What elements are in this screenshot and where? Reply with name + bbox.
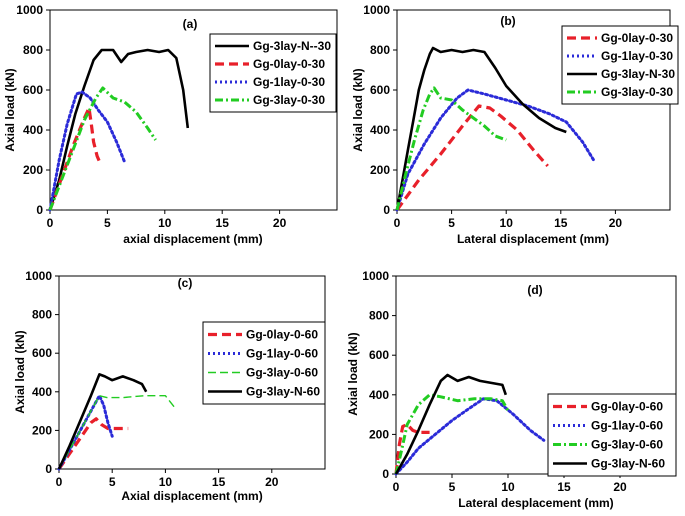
- series-line-4: [57, 373, 148, 470]
- y-tick-label: 200: [23, 163, 43, 177]
- y-tick-label: 1000: [25, 269, 52, 283]
- y-axis-label: Axial load (kN): [351, 68, 365, 151]
- y-tick-label: 200: [32, 423, 52, 437]
- series-line-2: [48, 106, 102, 211]
- x-tick-label: 10: [158, 216, 172, 230]
- y-tick-label: 800: [23, 43, 43, 57]
- y-axis-label: Axial load (kN): [346, 332, 360, 415]
- legend-entry: Gg-3lay-N--30: [253, 39, 331, 53]
- legend-entry: Gg-0lay-0-30: [253, 57, 325, 71]
- x-tick-label: 5: [104, 216, 111, 230]
- y-tick-label: 1000: [363, 3, 390, 17]
- legend-entry: Gg-1lay-0-30: [253, 75, 325, 89]
- x-tick-label: 5: [109, 475, 116, 489]
- legend: Gg-3lay-N--30 Gg-0lay-0-30 Gg-1lay-0-30 Gg-…: [209, 33, 337, 113]
- y-tick-label: 600: [32, 346, 52, 360]
- x-tick-label: 10: [501, 480, 515, 494]
- y-tick-label: 0: [45, 462, 52, 476]
- panel-tag: (a): [183, 17, 198, 31]
- y-tick-label: 800: [32, 308, 52, 322]
- x-tick-label: 15: [557, 480, 571, 494]
- x-axis-label: Lateral desplacement (mm): [458, 496, 613, 510]
- x-tick-label: 15: [216, 216, 230, 230]
- y-tick-label: 200: [370, 163, 390, 177]
- x-tick-label: 10: [159, 475, 173, 489]
- x-tick-label: 20: [273, 216, 287, 230]
- y-tick-label: 1000: [362, 269, 389, 283]
- y-tick-label: 400: [23, 123, 43, 137]
- series-line-1: [57, 417, 129, 470]
- x-axis-label: Axial displacement (mm): [121, 489, 262, 503]
- x-tick-label: 0: [56, 475, 63, 489]
- plot-frame: [395, 275, 677, 475]
- x-tick-label: 20: [613, 480, 627, 494]
- legend-entry: Gg-0lay-0-60: [246, 328, 318, 342]
- chart-panel-1: 0 200 400 600 800 1000 0 5 10 15 20 axial displacem…: [3, 3, 338, 246]
- y-tick-label: 600: [370, 83, 390, 97]
- series-line-2: [394, 397, 546, 476]
- x-tick-label: 5: [449, 480, 456, 494]
- panel-tag: (d): [527, 283, 542, 297]
- legend-entry: Gg-0lay-0-60: [591, 400, 663, 414]
- legend: Gg-0lay-0-60 Gg-1lay-0-60 Gg-3lay-0-60 Gg-3…: [547, 393, 677, 477]
- y-tick-label: 600: [23, 83, 43, 97]
- legend-entry: Gg-3lay-N-60: [591, 457, 665, 471]
- legend-entry: Gg-3lay-0-30: [601, 85, 673, 99]
- y-tick-label: 800: [370, 43, 390, 57]
- legend-entry: Gg-1lay-0-60: [246, 347, 318, 361]
- x-tick-label: 0: [47, 216, 54, 230]
- x-tick-label: 10: [500, 216, 514, 230]
- y-tick-label: 0: [36, 203, 43, 217]
- y-tick-label: 800: [369, 309, 389, 323]
- y-tick-label: 0: [383, 203, 390, 217]
- y-axis-label: Axial load (kN): [3, 68, 17, 151]
- panel-tag: (c): [178, 276, 193, 290]
- x-tick-label: 15: [554, 216, 568, 230]
- x-tick-label: 15: [212, 475, 226, 489]
- x-tick-label: 20: [265, 475, 279, 489]
- y-tick-label: 200: [369, 427, 389, 441]
- series-line-1: [394, 422, 430, 475]
- x-tick-label: 20: [609, 216, 623, 230]
- y-tick-label: 400: [369, 388, 389, 402]
- series-line-3: [48, 90, 127, 212]
- x-tick-label: 0: [394, 216, 401, 230]
- series-line-3: [58, 395, 177, 470]
- x-axis-label: Lateral displacement (mm): [457, 232, 609, 246]
- legend-entry: Gg-3lay-0-60: [591, 438, 663, 452]
- legend-entry: Gg-3lay-0-60: [246, 366, 318, 380]
- plot-frame: [49, 9, 338, 211]
- series-line-2: [395, 88, 596, 212]
- plot-frame: [396, 9, 671, 211]
- y-tick-label: 1000: [16, 3, 43, 17]
- y-tick-label: 400: [32, 385, 52, 399]
- legend-entry: Gg-3lay-0-30: [253, 93, 325, 107]
- series-line-3: [394, 393, 510, 475]
- x-axis-label: axial displacement (mm): [123, 232, 262, 246]
- x-tick-label: 5: [448, 216, 455, 230]
- series-line-3: [395, 46, 567, 211]
- y-axis-label: Axial load (kN): [13, 330, 27, 413]
- series-line-4: [395, 86, 507, 211]
- series-line-4: [394, 373, 508, 475]
- x-tick-label: 0: [393, 480, 400, 494]
- legend-entry: Gg-3lay-N-60: [246, 385, 320, 399]
- panel-tag: (b): [500, 14, 515, 28]
- series-line-1: [48, 48, 190, 211]
- y-tick-label: 0: [382, 467, 389, 481]
- legend: Gg-0lay-0-30 Gg-1lay-0-30 Gg-3lay-N-30 Gg-3…: [561, 25, 679, 105]
- legend-entry: Gg-0lay-0-30: [601, 31, 673, 45]
- legend: Gg-0lay-0-60 Gg-1lay-0-60 Gg-3lay-0-60 Gg-3…: [202, 321, 326, 405]
- series-line-4: [48, 86, 157, 211]
- legend-entry: Gg-1lay-0-60: [591, 419, 663, 433]
- legend-entry: Gg-1lay-0-30: [601, 49, 673, 63]
- y-tick-label: 600: [369, 348, 389, 362]
- legend-entry: Gg-3lay-N-30: [601, 67, 675, 81]
- y-tick-label: 400: [370, 123, 390, 137]
